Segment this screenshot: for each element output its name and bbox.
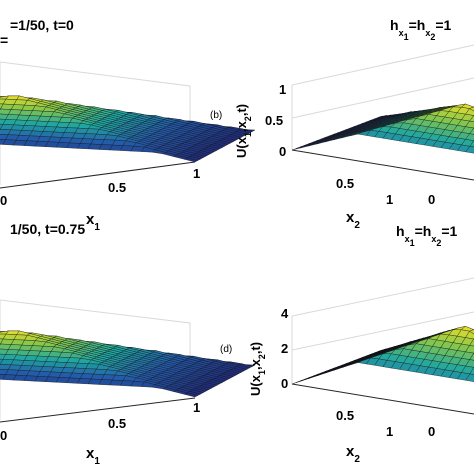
panel-d-ztick-2: 4 (281, 306, 289, 321)
panel-a-xtick-2: 1 (193, 166, 200, 181)
panel-a-xlabel: x1 (86, 211, 100, 233)
surface-facet (469, 106, 474, 112)
surface-facet (183, 157, 199, 163)
panel-b-title: hx1=hx2=1 (390, 17, 452, 42)
panel-c-xtick-2: 1 (193, 400, 200, 415)
panel-c-xtick-1: 0.5 (108, 416, 126, 431)
panel-d-label: (d) (220, 344, 232, 355)
panel-d-front-edge (291, 383, 474, 415)
panel-c-surface (0, 330, 256, 398)
panel-b-surface (291, 103, 474, 154)
panel-b-ztick-0: 0 (279, 144, 286, 159)
panel-a-title-line2: = (0, 32, 8, 48)
panel-b-xtick-3: 0 (428, 192, 435, 207)
panel-b-label: (b) (210, 110, 222, 121)
panel-b-xtick-1: 0.5 (336, 176, 354, 191)
panel-d-zlabel: U(x1,x2,t) (248, 342, 267, 396)
surface-facet (469, 115, 474, 123)
panel-b-ztick-1: 0.5 (265, 113, 283, 128)
panel-d-xtick-1: 0.5 (336, 408, 354, 423)
panel-b-ztick-2: 1 (279, 82, 286, 97)
panel-b-axes-box (291, 44, 474, 150)
panel-d-xlabel: x2 (346, 443, 360, 465)
panel-a-surface (0, 95, 256, 163)
panel-c-xtick-0: 0 (0, 428, 7, 443)
panel-d-ztick-0: 0 (281, 376, 288, 391)
panel-c-xlabel: x1 (86, 445, 100, 467)
panel-b-zlabel: U(x1,x2,t) (234, 104, 253, 158)
surface-facet (183, 392, 199, 398)
surface-facet (469, 329, 474, 335)
panel-d-xtick-3: 0 (428, 424, 435, 439)
panel-d-title: hx1=hx2=1 (396, 223, 458, 248)
panel-a-front-edge (0, 161, 196, 189)
surface-facet (469, 127, 474, 135)
panel-d-ztick-1: 2 (281, 341, 288, 356)
surface-facet (469, 367, 474, 375)
panel-b-front-edge (291, 149, 474, 181)
surface-facet (465, 373, 474, 382)
panel-d: hx1=hx2=1 (d) U(x1,x2,t) 0 2 4 0.5 1 0 x… (220, 223, 474, 465)
surface-facet (469, 353, 474, 361)
panel-b: hx1=hx2=1 (b) U(x1,x2,t) 0 0.5 1 0.5 1 0… (210, 17, 474, 231)
panel-d-surface (291, 326, 474, 385)
panel-c: 1/50, t=0.75 0 0.5 1 x1 (0, 221, 256, 467)
panel-d-xtick-2: 1 (386, 424, 393, 439)
panel-a-title: =1/50, t=0 (10, 17, 74, 33)
panel-a-xtick-0: 0 (0, 193, 7, 208)
surface-facet (469, 140, 474, 148)
panel-a-xtick-1: 0.5 (108, 180, 126, 195)
panel-b-xtick-2: 1 (386, 192, 393, 207)
panel-b-xlabel: x2 (346, 209, 360, 231)
panel-d-axes-box (291, 277, 474, 384)
surface-facet (465, 146, 474, 154)
surface-facet (469, 338, 474, 347)
panel-c-front-edge (0, 397, 196, 423)
panel-c-title: 1/50, t=0.75 (10, 221, 85, 237)
panel-a: =1/50, t=0 = 0 0.5 1 x1 (0, 17, 256, 233)
